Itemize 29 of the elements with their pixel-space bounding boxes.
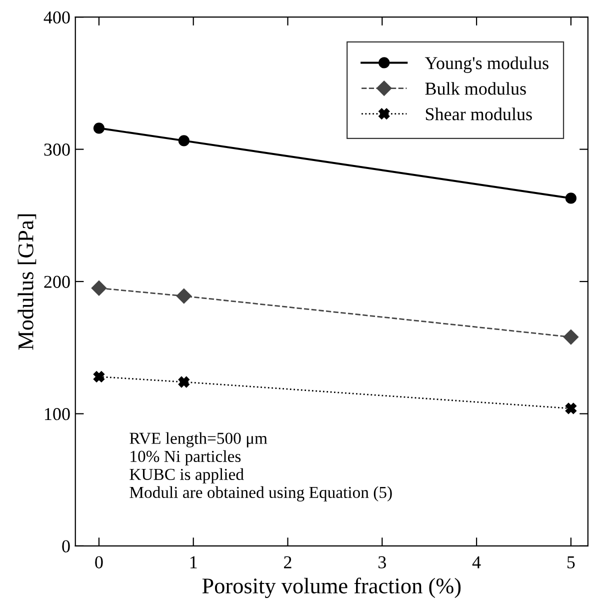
point bbox=[93, 371, 105, 382]
point bbox=[176, 288, 192, 304]
point bbox=[563, 329, 579, 345]
y-axis-title: Modulus [GPa] bbox=[18, 214, 36, 350]
x-axis-title: Porosity volume fraction (%) bbox=[202, 578, 461, 598]
x-tick-label: 4 bbox=[472, 556, 481, 568]
y-tick-label: 100 bbox=[45, 408, 70, 420]
annotation: KUBC is applied bbox=[130, 468, 244, 484]
x-tick-label: 2 bbox=[284, 556, 292, 568]
y-tick-label: 400 bbox=[44, 11, 70, 24]
y-tick-label: 200 bbox=[44, 276, 70, 288]
point bbox=[178, 135, 190, 146]
legend-label: Shear modulus bbox=[426, 108, 532, 120]
y-tick-label: 300 bbox=[44, 144, 70, 156]
x-tick-label: 1 bbox=[190, 556, 197, 568]
annotation: RVE length=500 μm bbox=[130, 432, 268, 448]
point bbox=[565, 192, 576, 204]
x-tick-label: 3 bbox=[378, 556, 386, 568]
x-tick-label: 0 bbox=[95, 556, 103, 568]
x-tick-label: 5 bbox=[567, 556, 575, 568]
annotation: 10% Ni particles bbox=[130, 450, 241, 466]
annotation: Moduli are obtained using Equation (5) bbox=[130, 486, 392, 502]
point bbox=[178, 376, 190, 388]
legend-label: Bulk modulus bbox=[425, 82, 526, 95]
legend-label: Young's modulus bbox=[424, 56, 548, 73]
point bbox=[93, 122, 105, 134]
y-tick-label: 0 bbox=[62, 540, 70, 552]
point bbox=[91, 280, 107, 296]
point bbox=[565, 402, 576, 414]
